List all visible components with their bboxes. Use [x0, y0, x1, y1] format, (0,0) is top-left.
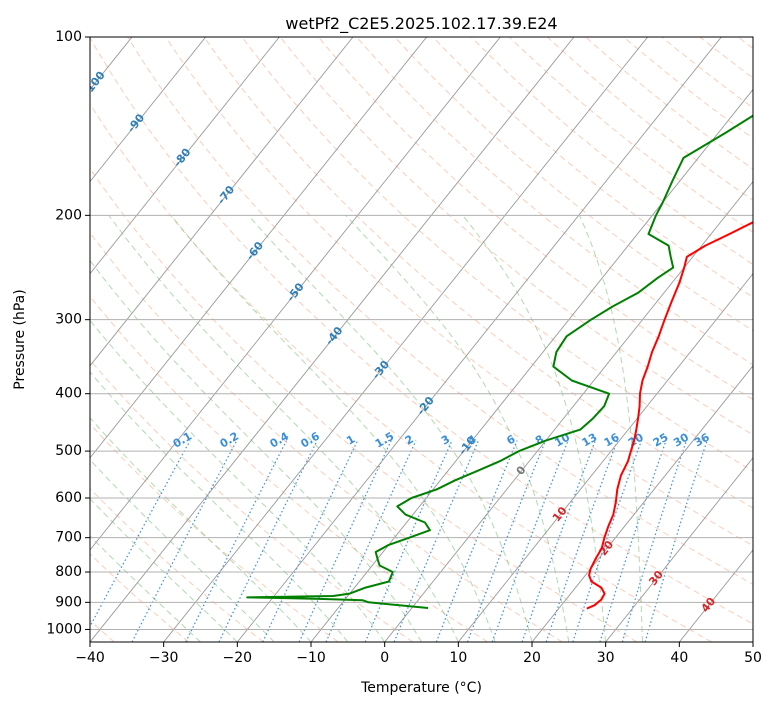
mixing-ratio-line: [599, 440, 667, 642]
y-tick-label: 700: [55, 530, 82, 546]
moist-adiabat: [90, 417, 312, 642]
moist-adiabat: [108, 215, 459, 642]
y-tick-label: 300: [55, 312, 82, 328]
x-tick-label: 40: [670, 650, 688, 666]
y-tick-label: 200: [55, 207, 82, 223]
x-tick-label: 20: [523, 650, 541, 666]
plot-frame: [89, 36, 754, 643]
skewed-isotherms: [90, 37, 753, 642]
dry-adiabat: [90, 103, 712, 642]
dry-adiabat: [90, 553, 190, 642]
mixing-ratio-line: [325, 440, 417, 642]
y-tick-label: 900: [55, 594, 82, 610]
profile-lines: [246, 114, 753, 610]
dry-adiabat: [90, 37, 753, 625]
isotherm: [90, 37, 207, 183]
isotherm: [90, 37, 428, 459]
isotherm: [90, 37, 354, 367]
moist-adiabat: [90, 535, 201, 642]
isotherm: [90, 37, 575, 642]
dry-adiabat: [90, 423, 339, 642]
x-tick-label: 30: [597, 650, 615, 666]
isotherm: [90, 37, 280, 275]
moist-adiabat: [90, 319, 386, 642]
x-axis-ticks: −40 −30 −20 −10 0 10 20 30 40 50: [75, 642, 762, 666]
isotherm: [90, 37, 501, 551]
mixing-ratio-line: [393, 440, 479, 642]
x-tick-label: −30: [149, 650, 179, 666]
moist-adiabat: [248, 214, 533, 642]
mixing-ratio-line: [644, 440, 708, 642]
mixing-ratio-line: [521, 440, 596, 642]
mixing-ratio-line: [364, 440, 453, 642]
y-tick-label: 800: [55, 564, 82, 580]
x-tick-label: −10: [296, 650, 326, 666]
isotherm: [384, 180, 753, 642]
isotherm: [605, 457, 753, 642]
x-tick-label: −40: [75, 650, 105, 666]
moist-adiabat: [578, 215, 643, 642]
mixing-ratio-line: [545, 440, 618, 642]
x-tick-label: −20: [223, 650, 253, 666]
moist-adiabat: [90, 371, 349, 642]
x-tick-label: 10: [449, 650, 467, 666]
mixing-ratio-line: [218, 440, 318, 642]
y-axis-label: Pressure (hPa): [12, 289, 28, 389]
dry-adiabats: [90, 37, 753, 642]
x-tick-label: 0: [380, 650, 389, 666]
isotherm: [531, 365, 753, 642]
pressure-gridlines: [90, 37, 753, 630]
chart-title: wetPf2_C2E5.2025.102.17.39.E24: [285, 14, 557, 34]
mixing-ratio-line: [621, 440, 687, 642]
temperature-line: [586, 221, 753, 610]
dry-adiabat: [356, 37, 753, 366]
mixing-ratio-lines: [90, 440, 708, 642]
y-tick-label: 400: [55, 386, 82, 402]
y-tick-label: 100: [55, 29, 82, 45]
dry-adiabat: [90, 167, 638, 642]
moist-adiabat: [462, 214, 607, 642]
dry-adiabat: [90, 295, 488, 642]
x-tick-label: 50: [744, 650, 762, 666]
dry-adiabat: [203, 37, 753, 509]
dry-adiabat: [165, 37, 753, 547]
mixing-ratio-line: [90, 440, 191, 628]
isotherm: [163, 37, 649, 642]
mixing-ratio-line: [185, 440, 288, 642]
moist-adiabat: [345, 214, 570, 642]
dry-adiabat: [394, 37, 753, 332]
dry-adiabat: [127, 37, 753, 586]
mixing-ratio-line: [491, 440, 569, 642]
y-tick-label: 1000: [46, 621, 82, 637]
moist-adiabat: [170, 214, 496, 642]
isotherm: [236, 37, 722, 642]
y-tick-label: 600: [55, 490, 82, 506]
dewpoint-line: [246, 114, 753, 609]
y-tick-label: 500: [55, 443, 82, 459]
moist-adiabat: [90, 498, 238, 642]
x-axis-label: Temperature (°C): [360, 680, 482, 696]
isotherm: [310, 88, 753, 642]
dry-adiabat: [318, 37, 753, 401]
isotherm: [457, 272, 753, 642]
y-axis-ticks: 100 200 300 400 500 600 700 800 900 1000: [46, 29, 90, 637]
mixing-ratio-line: [298, 440, 392, 642]
dry-adiabat: [90, 231, 563, 642]
